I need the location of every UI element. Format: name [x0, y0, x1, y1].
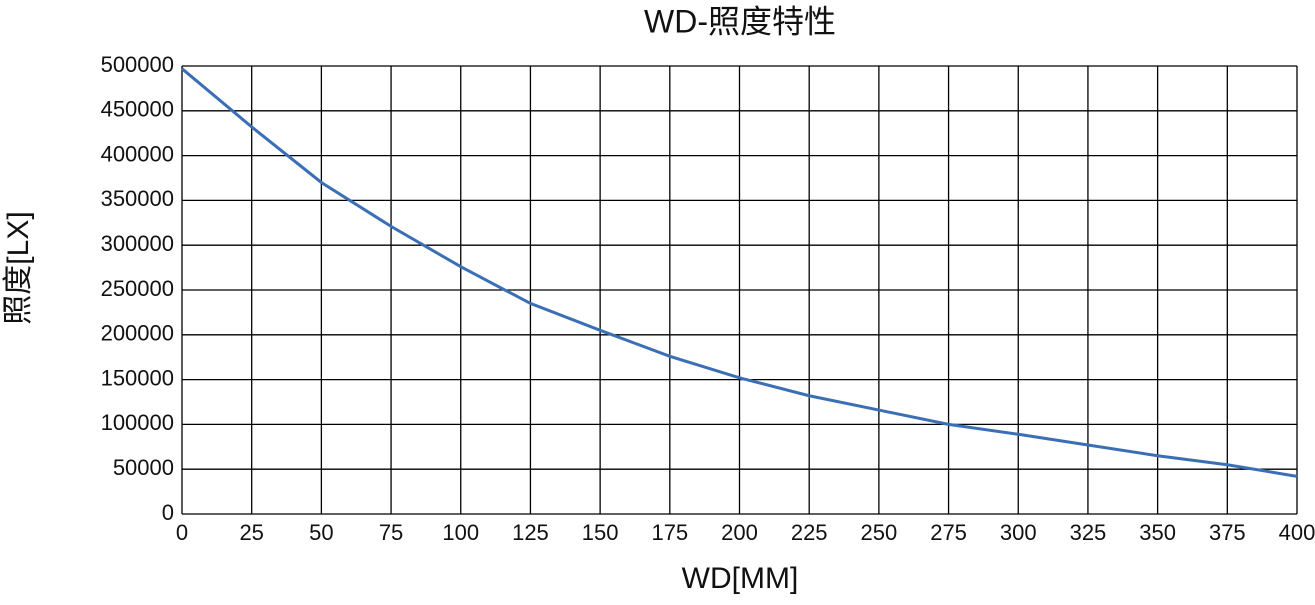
x-axis-title: WD[MM] — [682, 562, 799, 595]
x-tick-label: 175 — [651, 520, 688, 545]
x-tick-label: 250 — [861, 520, 898, 545]
y-tick-label: 150000 — [101, 365, 174, 390]
x-tick-label: 100 — [442, 520, 479, 545]
x-tick-label: 200 — [721, 520, 758, 545]
line-series — [181, 67, 1298, 478]
x-tick-label: 325 — [1070, 520, 1107, 545]
x-tick-label: 50 — [309, 520, 333, 545]
x-tick-label: 350 — [1139, 520, 1176, 545]
x-tick-label: 225 — [791, 520, 828, 545]
chart-title: WD-照度特性 — [644, 3, 836, 39]
x-tick-label: 375 — [1209, 520, 1246, 545]
x-tick-label: 75 — [379, 520, 403, 545]
x-tick-label: 300 — [1000, 520, 1037, 545]
y-tick-label: 450000 — [101, 97, 174, 122]
x-tick-label: 275 — [930, 520, 967, 545]
x-tick-label: 125 — [512, 520, 549, 545]
y-tick-label: 250000 — [101, 276, 174, 301]
y-tick-label: 350000 — [101, 186, 174, 211]
x-tick-label: 0 — [176, 520, 188, 545]
y-tick-label: 200000 — [101, 321, 174, 346]
x-tick-label: 150 — [582, 520, 619, 545]
x-tick-label: 25 — [239, 520, 263, 545]
y-tick-label: 50000 — [113, 455, 174, 480]
y-tick-label: 0 — [162, 500, 174, 525]
x-tick-label: 400 — [1279, 520, 1315, 545]
y-axis-title: 照度[LX] — [2, 211, 35, 324]
y-tick-label: 100000 — [101, 410, 174, 435]
y-tick-label: 500000 — [101, 52, 174, 77]
y-tick-label: 400000 — [101, 141, 174, 166]
y-tick-label: 300000 — [101, 231, 174, 256]
